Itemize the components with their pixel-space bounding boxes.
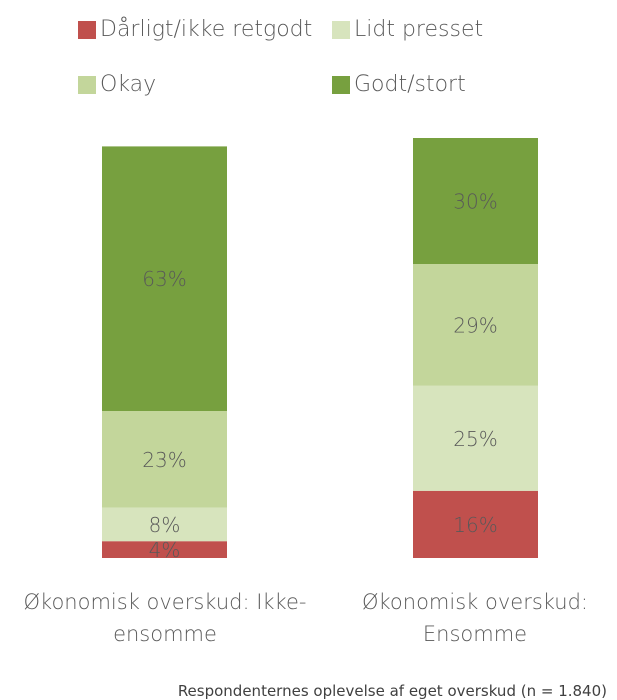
footnote: Respondenternes oplevelse af eget oversk… xyxy=(177,682,607,700)
bar-segment xyxy=(102,541,227,558)
bar-segment xyxy=(413,264,538,386)
legend-swatch xyxy=(332,76,350,94)
bar-segment xyxy=(102,411,227,508)
data-label: 25% xyxy=(453,427,497,451)
data-label: 4% xyxy=(149,538,181,562)
data-label: 30% xyxy=(453,190,497,214)
legend-swatch xyxy=(332,21,350,39)
x-tick-label: Økonomisk overskud: Ikke-ensomme xyxy=(23,590,307,646)
data-label: 29% xyxy=(453,313,497,337)
data-label: 23% xyxy=(142,448,186,472)
legend-label: Godt/stort xyxy=(354,72,466,97)
bar-segment xyxy=(413,490,538,558)
bar-segment xyxy=(413,138,538,264)
data-label: 63% xyxy=(142,267,186,291)
legend-swatch xyxy=(78,76,96,94)
bar-segment xyxy=(102,146,227,411)
data-label: 8% xyxy=(149,513,181,537)
x-tick-label: Økonomisk overskud: Ensomme xyxy=(361,590,589,646)
legend-label: Lidt presset xyxy=(354,17,483,42)
legend-swatch xyxy=(78,21,96,39)
legend-label: Dårligt/ikke retgodt xyxy=(100,17,312,42)
data-label: 16% xyxy=(453,513,497,537)
bar-segment xyxy=(413,385,538,491)
bar-segment xyxy=(102,507,227,542)
legend-label: Okay xyxy=(100,72,156,97)
